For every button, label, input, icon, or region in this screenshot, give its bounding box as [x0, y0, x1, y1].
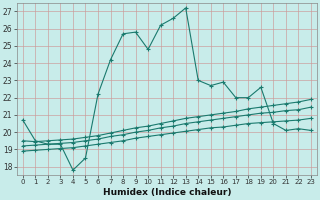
- X-axis label: Humidex (Indice chaleur): Humidex (Indice chaleur): [103, 188, 231, 197]
